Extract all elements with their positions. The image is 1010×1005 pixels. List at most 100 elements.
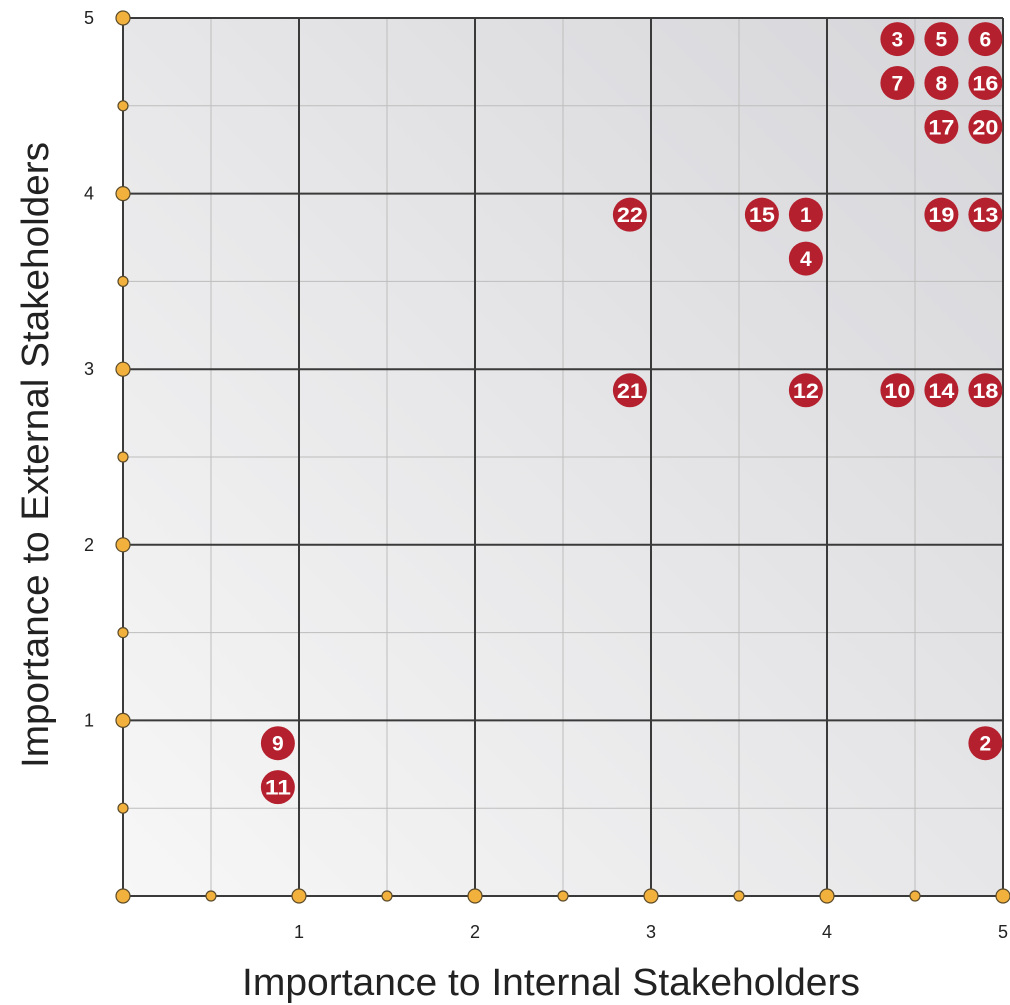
y-tick-label: 3 <box>84 359 94 379</box>
data-point-marker <box>924 373 959 408</box>
y-tick-label: 1 <box>84 710 94 730</box>
x-axis-dot <box>205 890 217 902</box>
data-point-label: 19 <box>928 204 954 227</box>
x-axis-dot <box>467 888 483 904</box>
data-point-label: 9 <box>272 733 284 756</box>
data-point-11: 11 <box>260 770 295 805</box>
data-point-marker <box>880 373 915 408</box>
x-tick-label: 2 <box>470 922 480 942</box>
y-axis-ticks: 1 2 3 4 5 <box>84 8 94 730</box>
data-point-marker <box>968 197 1003 232</box>
data-point-8: 8 <box>924 65 959 100</box>
y-axis-dot <box>115 361 131 377</box>
data-point-label: 6 <box>980 29 992 52</box>
x-axis-dot <box>557 890 569 902</box>
data-point-marker <box>788 241 823 276</box>
data-point-label: 11 <box>265 777 291 800</box>
data-point-marker <box>612 373 647 408</box>
data-point-label: 8 <box>936 72 948 95</box>
data-point-1: 1 <box>788 197 823 232</box>
data-point-21: 21 <box>612 373 647 408</box>
x-tick-label: 3 <box>646 922 656 942</box>
data-point-marker <box>968 22 1003 57</box>
data-point-label: 15 <box>749 204 775 227</box>
data-point-16: 16 <box>968 65 1003 100</box>
x-axis-dot <box>115 888 131 904</box>
x-axis-dot <box>733 890 745 902</box>
data-point-label: 20 <box>972 116 998 139</box>
data-point-marker <box>924 197 959 232</box>
y-axis-dot <box>115 712 131 729</box>
data-point-marker <box>612 197 647 232</box>
data-point-marker <box>260 770 295 805</box>
data-point-label: 2 <box>980 733 992 756</box>
data-point-7: 7 <box>880 65 915 100</box>
data-point-4: 4 <box>788 241 823 276</box>
x-axis-dot <box>291 888 307 904</box>
axis-dots <box>115 10 1010 904</box>
x-axis-dot <box>909 890 921 902</box>
data-point-17: 17 <box>924 109 959 144</box>
data-point-9: 9 <box>260 726 295 761</box>
data-point-label: 3 <box>892 29 904 52</box>
y-axis-dot <box>117 802 129 814</box>
data-point-3: 3 <box>880 22 915 57</box>
x-tick-label: 4 <box>822 922 832 942</box>
data-point-2: 2 <box>968 726 1003 761</box>
data-point-marker <box>788 197 823 232</box>
data-point-label: 12 <box>793 380 819 403</box>
y-axis-dot <box>115 537 131 553</box>
y-tick-label: 4 <box>84 184 94 204</box>
y-tick-label: 5 <box>84 8 94 28</box>
y-axis-title: Importance to External Stakeholders <box>15 142 57 768</box>
y-axis-dot <box>117 100 129 112</box>
data-point-marker <box>968 373 1003 408</box>
data-point-12: 12 <box>788 373 823 408</box>
data-point-6: 6 <box>968 22 1003 57</box>
x-axis-dot <box>995 888 1010 904</box>
data-point-marker <box>788 373 823 408</box>
data-point-label: 18 <box>972 380 998 403</box>
x-axis-ticks: 1 2 3 4 5 <box>294 922 1008 942</box>
y-axis-dot <box>117 275 129 287</box>
data-point-22: 22 <box>612 197 647 232</box>
data-point-marker <box>924 22 959 57</box>
data-point-label: 5 <box>936 29 948 52</box>
x-axis-dot <box>381 890 393 902</box>
y-axis-dot <box>115 10 131 26</box>
data-point-marker <box>880 22 915 57</box>
data-point-marker <box>968 65 1003 100</box>
data-point-label: 14 <box>928 380 954 403</box>
data-point-marker <box>744 197 779 232</box>
data-point-label: 1 <box>800 204 812 227</box>
x-tick-label: 5 <box>998 922 1008 942</box>
data-point-5: 5 <box>924 22 959 57</box>
data-point-20: 20 <box>968 109 1003 144</box>
data-point-14: 14 <box>924 373 959 408</box>
data-point-18: 18 <box>968 373 1003 408</box>
data-point-label: 17 <box>928 116 954 139</box>
data-point-label: 4 <box>800 248 812 271</box>
x-axis-dot <box>643 888 659 904</box>
data-point-19: 19 <box>924 197 959 232</box>
data-point-label: 13 <box>972 204 998 227</box>
data-point-marker <box>260 726 295 761</box>
data-point-marker <box>880 65 915 100</box>
data-point-15: 15 <box>744 197 779 232</box>
y-tick-label: 2 <box>84 535 94 555</box>
x-axis-title: Importance to Internal Stakeholders <box>242 962 860 1004</box>
y-axis-dot <box>115 186 131 202</box>
data-point-10: 10 <box>880 373 915 408</box>
y-axis-dot <box>117 626 129 639</box>
minor-grid <box>123 18 1003 896</box>
data-point-marker <box>968 109 1003 144</box>
data-point-marker <box>924 65 959 100</box>
x-axis-dot <box>819 888 835 904</box>
data-point-label: 22 <box>617 204 643 227</box>
data-point-marker <box>968 726 1003 761</box>
x-tick-label: 1 <box>294 922 304 942</box>
data-point-label: 7 <box>892 72 904 95</box>
data-point-13: 13 <box>968 197 1003 232</box>
